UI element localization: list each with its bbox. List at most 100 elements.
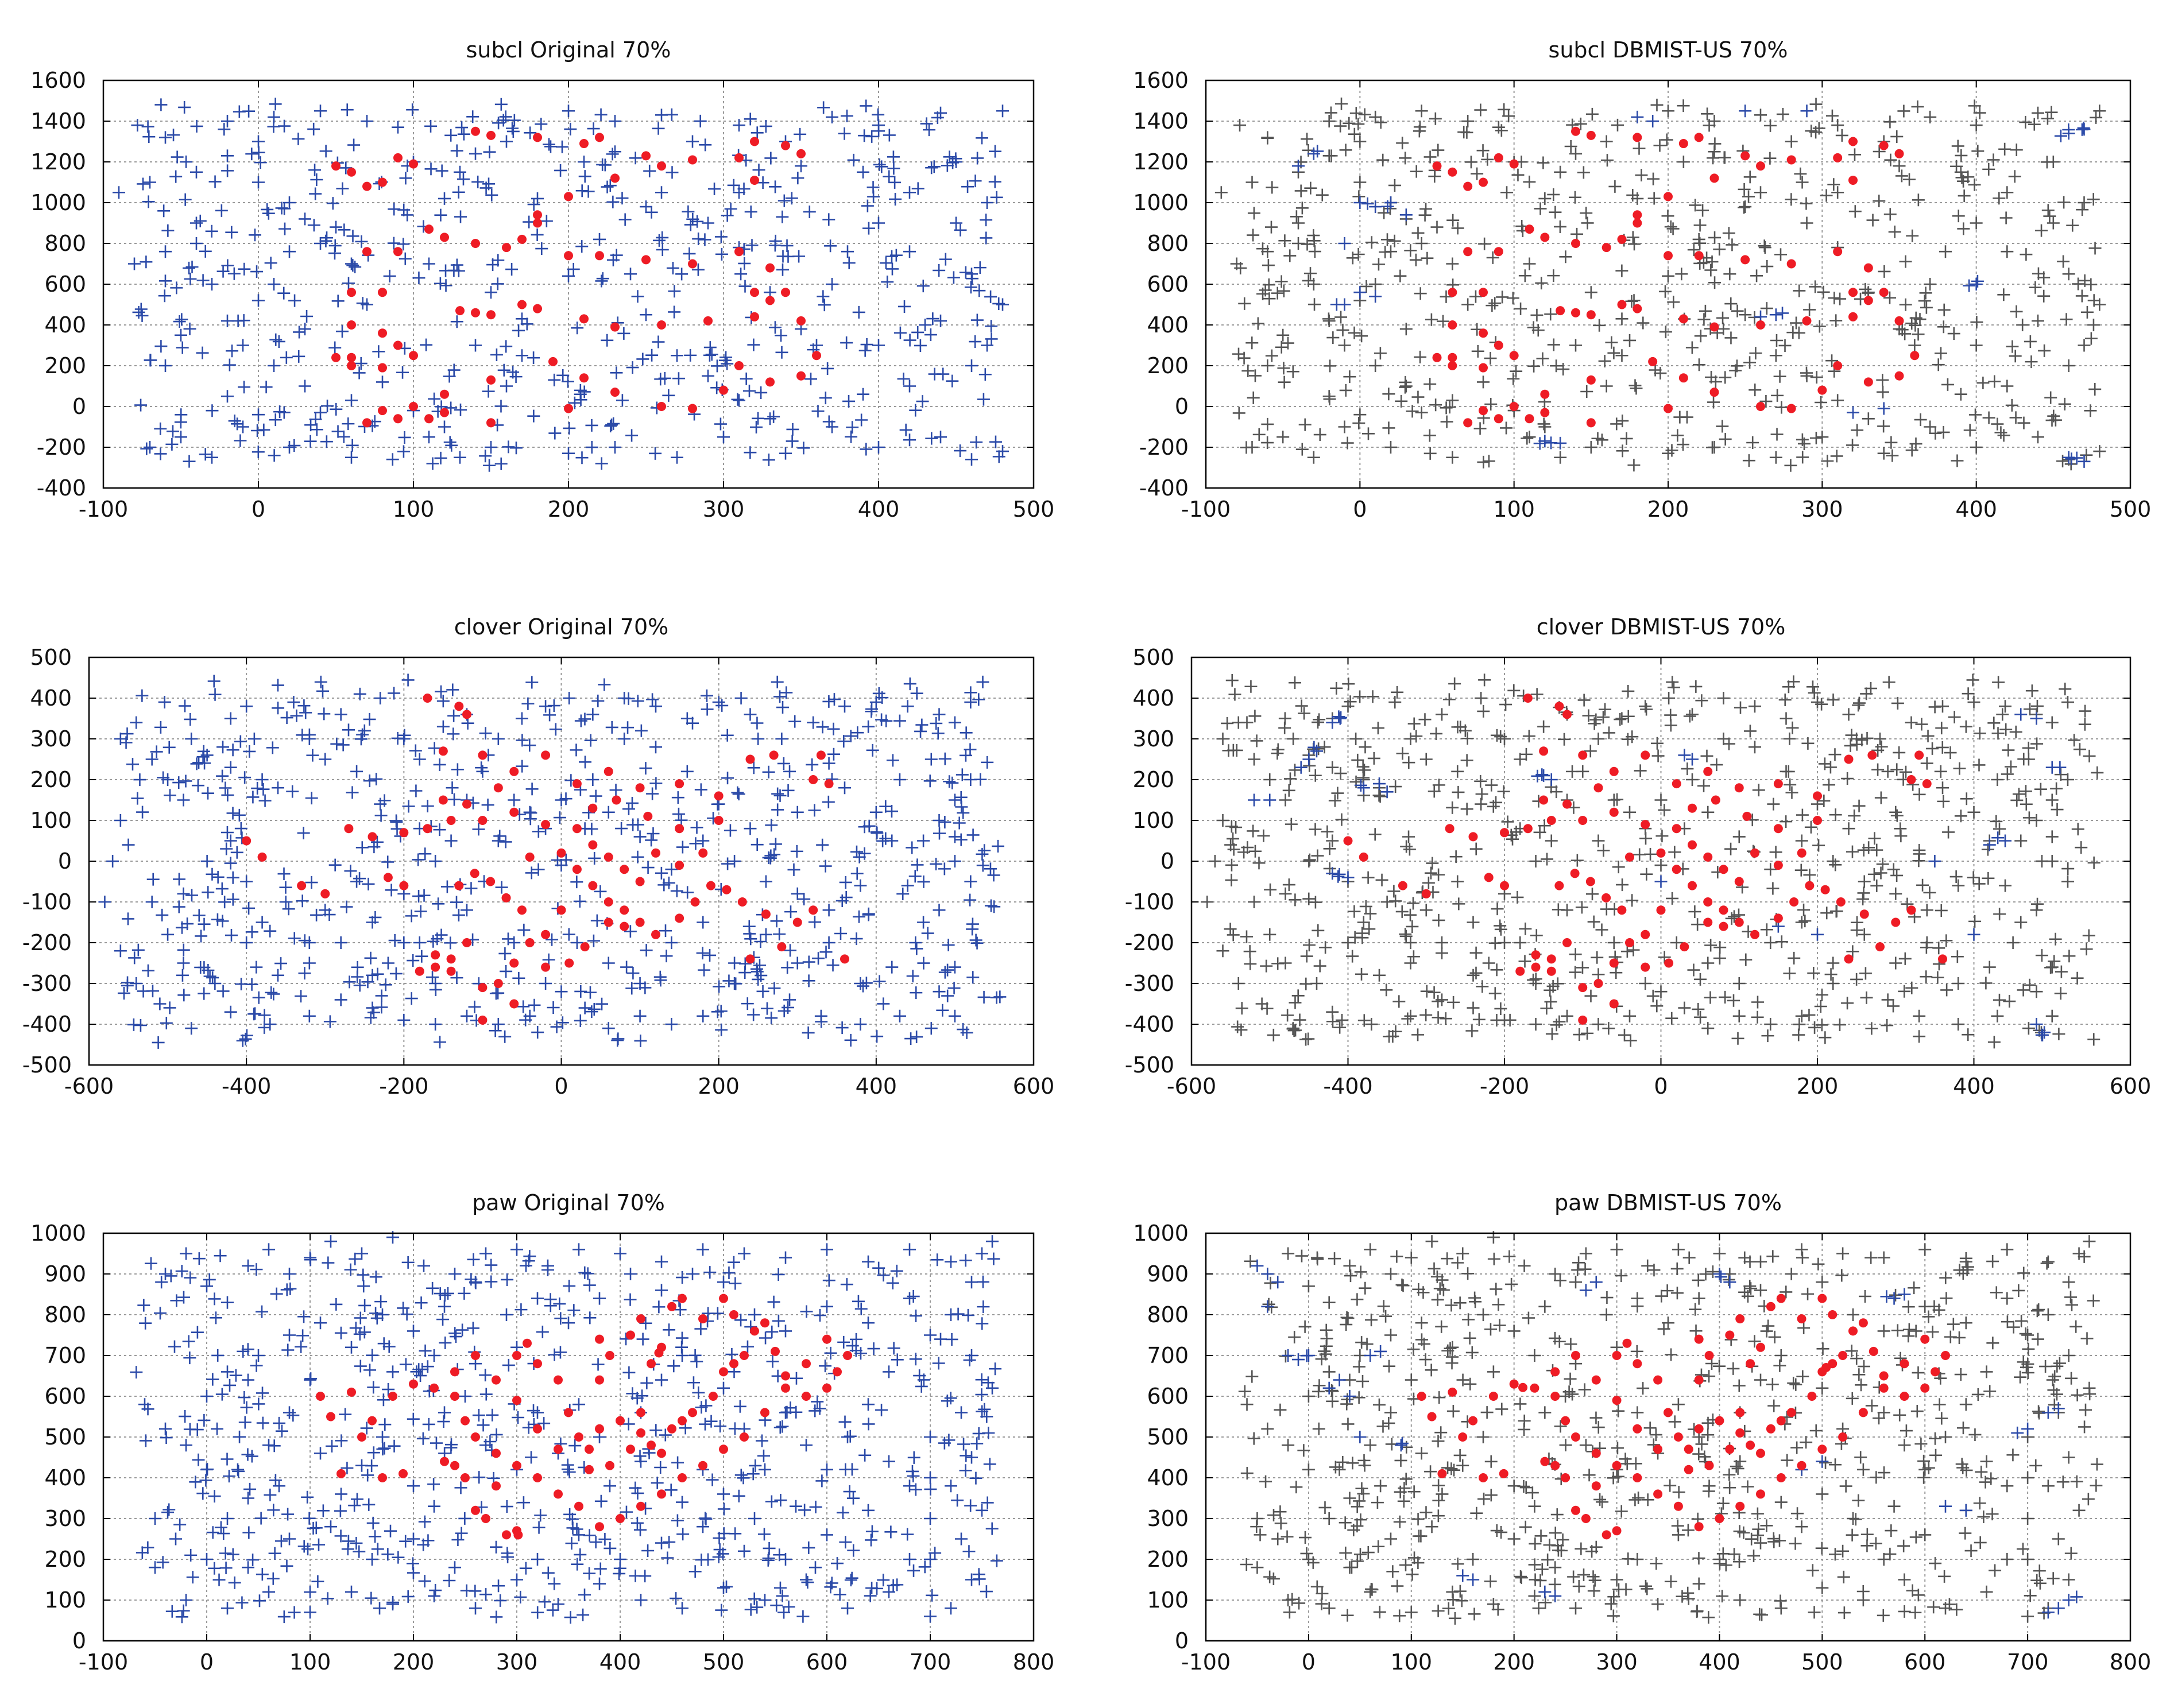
x-tick-label: 600 <box>806 1649 848 1675</box>
data-point-plus <box>355 1247 368 1260</box>
data-point-plus <box>809 1561 822 1574</box>
data-point-plus <box>206 867 219 881</box>
x-tick-label: 400 <box>858 497 900 522</box>
data-point-plus-kept <box>1533 437 1546 450</box>
data-point-red <box>512 1396 521 1405</box>
data-point-plus <box>2035 224 2048 237</box>
data-point-plus <box>1846 1392 1859 1405</box>
data-point-plus <box>2062 359 2075 372</box>
data-point-red <box>1585 877 1595 886</box>
x-tick-label: 300 <box>1801 497 1843 522</box>
data-point-plus <box>1599 703 1612 716</box>
data-point-plus <box>1251 1561 1264 1574</box>
data-point-plus <box>288 1606 301 1619</box>
data-point-plus <box>756 176 769 189</box>
data-point-red <box>1719 905 1728 915</box>
data-point-plus <box>180 155 193 168</box>
data-point-plus <box>1432 1494 1445 1507</box>
data-point-plus <box>268 1547 281 1560</box>
data-point-red <box>1448 353 1457 362</box>
data-point-plus-kept <box>1292 1353 1305 1366</box>
data-point-plus <box>1850 738 1863 751</box>
data-point-plus <box>376 375 389 389</box>
data-point-plus <box>574 393 587 406</box>
data-point-plus <box>1774 1349 1788 1362</box>
data-point-plus <box>975 1373 988 1386</box>
data-point-plus <box>721 729 734 742</box>
data-point-red <box>471 239 480 248</box>
data-point-plus <box>891 1353 904 1366</box>
data-point-plus <box>761 1554 775 1567</box>
data-point-plus <box>837 735 850 748</box>
data-point-plus <box>943 150 956 164</box>
data-point-plus <box>328 247 341 260</box>
data-point-plus <box>1552 903 1565 916</box>
data-point-plus <box>175 1610 188 1624</box>
data-point-plus <box>1870 1471 1883 1484</box>
data-point-red <box>1863 263 1873 273</box>
data-point-red <box>1509 351 1519 361</box>
data-point-plus <box>544 140 557 153</box>
data-point-plus <box>1629 1457 1642 1470</box>
data-point-plus <box>177 887 190 900</box>
data-point-plus <box>783 993 796 1006</box>
data-point-plus <box>297 699 311 712</box>
data-point-plus <box>267 1504 280 1517</box>
data-point-plus <box>2032 1303 2045 1316</box>
y-tick-label: 200 <box>1147 1547 1189 1572</box>
data-point-plus <box>1451 875 1464 888</box>
data-point-plus <box>1550 359 1563 373</box>
data-point-plus <box>1546 979 1560 993</box>
data-point-plus <box>1716 1547 1730 1560</box>
data-point-plus <box>247 1008 261 1021</box>
data-point-plus <box>450 258 463 272</box>
data-point-plus <box>1689 680 1703 693</box>
data-point-plus <box>1445 1357 1459 1370</box>
data-point-plus <box>1261 359 1274 372</box>
data-point-plus <box>862 1417 875 1431</box>
data-point-plus <box>405 992 418 1005</box>
data-point-plus <box>668 285 681 298</box>
data-point-plus <box>699 1512 713 1525</box>
data-point-plus <box>602 956 615 970</box>
data-point-plus <box>563 1279 576 1292</box>
data-point-red <box>1789 897 1799 907</box>
data-point-plus <box>1358 108 1371 121</box>
data-point-plus <box>1503 1250 1516 1263</box>
data-point-plus <box>149 1561 161 1574</box>
data-point-plus <box>809 1404 822 1417</box>
data-point-plus-kept <box>1353 1431 1367 1443</box>
data-point-plus <box>2041 112 2054 125</box>
data-point-plus <box>733 119 745 132</box>
data-point-plus <box>1559 1439 1572 1452</box>
data-point-plus <box>1890 763 1904 776</box>
data-point-plus <box>903 433 916 447</box>
data-point-plus <box>633 830 647 843</box>
data-point-plus <box>1751 1507 1764 1520</box>
data-point-red <box>1817 385 1827 395</box>
data-point-plus <box>959 1464 972 1477</box>
data-point-plus <box>1668 1415 1681 1428</box>
data-point-plus <box>346 439 359 452</box>
data-point-plus <box>1812 122 1825 135</box>
data-point-plus <box>2063 950 2076 963</box>
data-point-plus <box>1364 907 1377 920</box>
data-point-plus <box>945 1480 957 1493</box>
data-point-plus <box>241 1343 254 1356</box>
data-point-plus <box>1240 1467 1254 1480</box>
data-point-plus <box>1310 977 1323 990</box>
data-point-plus <box>240 875 253 888</box>
data-point-plus <box>1421 251 1434 265</box>
data-point-red <box>781 141 790 150</box>
data-point-plus <box>1312 1385 1325 1398</box>
data-point-plus <box>826 420 838 433</box>
data-point-red <box>654 1348 664 1358</box>
data-point-plus <box>348 1499 361 1512</box>
data-point-plus <box>1743 171 1757 184</box>
data-point-plus <box>381 956 394 970</box>
data-point-plus <box>854 1018 867 1031</box>
data-point-plus <box>2032 314 2044 327</box>
data-point-plus <box>875 1403 888 1416</box>
data-point-plus <box>1411 1028 1425 1041</box>
data-point-plus <box>965 1276 978 1289</box>
